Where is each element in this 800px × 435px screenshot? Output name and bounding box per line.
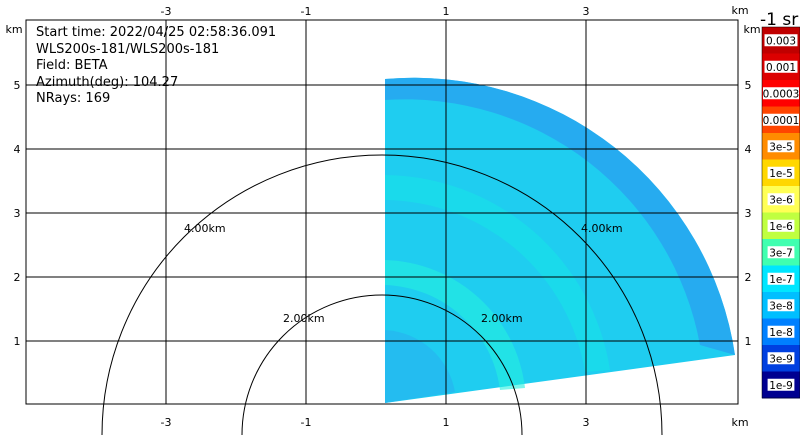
- range-rings: [101, 154, 663, 435]
- y-tick-right: 3: [745, 207, 752, 220]
- beta-sector: [385, 77, 735, 403]
- x-tick-bottom: 3: [583, 416, 590, 429]
- y-axis-left: km 5 4 3 2 1: [5, 23, 22, 348]
- x-tick-bottom: -3: [161, 416, 172, 429]
- colorbar-frame: [761, 26, 800, 399]
- ring-label-2km-right: 2.00km: [481, 312, 523, 325]
- ring-4km: [101, 154, 663, 435]
- colorbar-label-bg: [763, 113, 799, 126]
- x-tick-bottom: -1: [301, 416, 312, 429]
- x-tick-top: 1: [443, 5, 450, 18]
- y-tick-left: 1: [14, 335, 21, 348]
- colorbar: 0.003 0.001 0.0003 0.0001 3e-5 1e-5 3e-6 1e-6 3e…: [761, 26, 800, 399]
- y-tick-left: 5: [14, 79, 21, 92]
- x-tick-top: -3: [161, 5, 172, 18]
- ring-label-4km-right: 4.00km: [581, 222, 623, 235]
- colorbar-label: 1e-8: [769, 327, 793, 339]
- ring-2km: [241, 294, 523, 435]
- y-tick-right: 4: [745, 143, 752, 156]
- field-text: Field: BETA: [36, 58, 108, 73]
- colorbar-title: -1 sr: [760, 10, 799, 30]
- x-unit-bottom: km: [731, 416, 748, 429]
- colorbar-label: 0.001: [766, 62, 796, 74]
- colorbar-label: 3e-8: [769, 300, 793, 312]
- colorbar-label: 1e-6: [769, 221, 793, 233]
- azimuth-text: Azimuth(deg): 104.27: [36, 74, 179, 90]
- x-axis-top: -3 -1 1 3 km: [161, 4, 749, 18]
- colorbar-label-bg: [764, 34, 798, 47]
- colorbar-label: 0.0001: [763, 115, 800, 127]
- y-tick-left: 3: [14, 207, 21, 220]
- colorbar-label: 3e-9: [769, 353, 793, 365]
- colorbar-label: 1e-7: [769, 274, 793, 286]
- colorbar-label-bg: [767, 299, 795, 312]
- colorbar-label: 3e-6: [769, 194, 793, 206]
- y-unit-right: km: [743, 23, 760, 36]
- colorbar-label: 1e-5: [769, 168, 793, 180]
- start-time-text: Start time: 2022/04/25 02:58:36.091: [36, 25, 277, 40]
- colorbar-label-bg: [767, 140, 795, 153]
- colorbar-label: 3e-5: [769, 141, 793, 153]
- colorbar-label-bg: [763, 87, 799, 100]
- y-tick-left: 2: [14, 271, 21, 284]
- grid: [26, 20, 738, 404]
- colorbar-label: 1e-9: [769, 380, 793, 392]
- y-tick-left: 4: [14, 143, 21, 156]
- colorbar-label: 0.0003: [763, 88, 800, 100]
- ring-label-4km-left: 4.00km: [184, 222, 226, 235]
- colorbar-label-bg: [767, 193, 795, 206]
- colorbar-label-bg: [764, 60, 798, 73]
- sector-band-outer: [385, 77, 735, 355]
- nrays-text: NRays: 169: [36, 91, 111, 106]
- x-axis-bottom: -3 -1 1 3 km: [161, 416, 749, 429]
- colorbar-label-bg: [767, 246, 795, 259]
- colorbar-label: 3e-7: [769, 247, 793, 259]
- x-unit-top: km: [731, 4, 748, 17]
- colorbar-label-bg: [767, 325, 795, 338]
- y-tick-right: 2: [745, 271, 752, 284]
- sector-band-inner: [385, 260, 525, 390]
- x-tick-top: 3: [583, 5, 590, 18]
- sector-band-mid: [385, 175, 610, 372]
- x-tick-bottom: 1: [443, 416, 450, 429]
- sector-near-field: [385, 330, 455, 403]
- colorbar-label-bg: [767, 272, 795, 285]
- plot-frame: [25, 19, 739, 405]
- ring-label-2km-left: 2.00km: [283, 312, 325, 325]
- x-tick-top: -1: [301, 5, 312, 18]
- y-unit-left: km: [5, 23, 22, 36]
- y-tick-right: 5: [745, 79, 752, 92]
- colorbar-label-bg: [767, 352, 795, 365]
- colorbar-label-bg: [767, 378, 795, 391]
- colorbar-label: 0.003: [766, 35, 796, 47]
- colorbar-label-bg: [767, 219, 795, 232]
- colorbar-label-bg: [767, 166, 795, 179]
- y-tick-right: 1: [745, 335, 752, 348]
- instrument-text: WLS200s-181/WLS200s-181: [36, 41, 220, 57]
- ring-labels: 4.00km 2.00km 2.00km 4.00km: [184, 222, 623, 325]
- y-axis-right: km 5 4 3 2 1: [743, 23, 760, 348]
- plot-info: Start time: 2022/04/25 02:58:36.091 WLS2…: [36, 25, 276, 108]
